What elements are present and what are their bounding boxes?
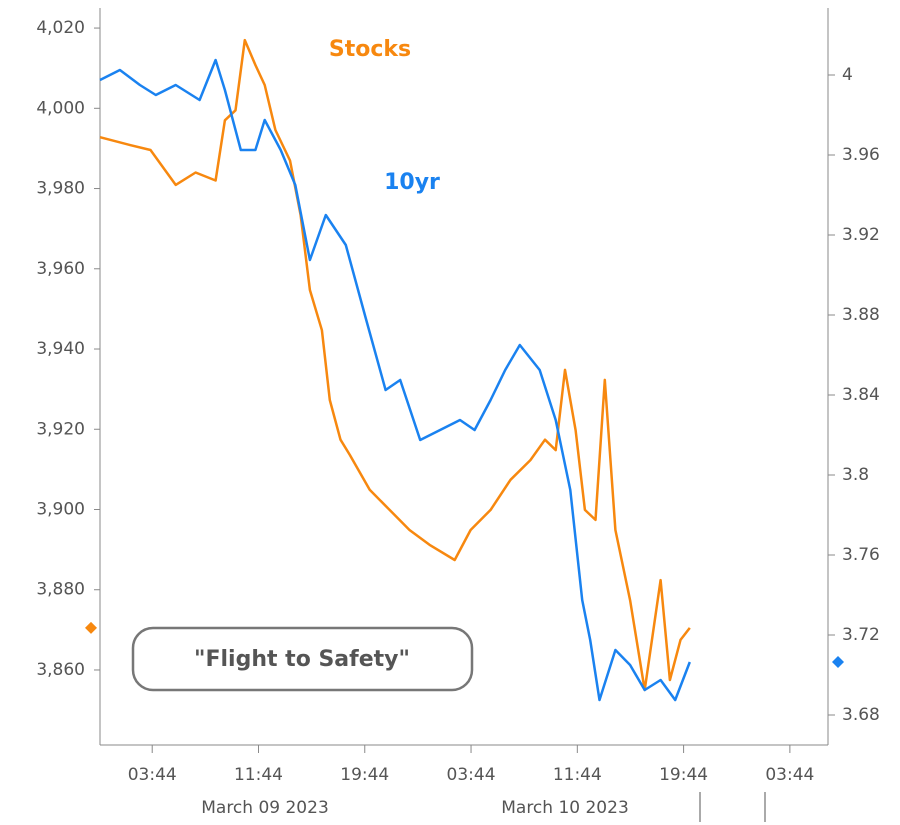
y2-tick-label: 3.92 [842,225,880,245]
y2-tick-label: 3.72 [842,625,880,645]
annotation: "Flight to Safety" [194,647,410,672]
x-tick-label: 03:44 [765,765,814,785]
x-tick-label: 11:44 [553,765,602,785]
y-tick-label: 3,920 [36,419,85,439]
y-tick-label: 4,000 [36,98,85,118]
y2-tick-label: 3.96 [842,145,880,165]
y-tick-label: 3,960 [36,259,85,279]
y-tick-label: 3,860 [36,660,85,680]
y2-tick-label: 3.88 [842,305,880,325]
y-tick-label: 3,980 [36,179,85,199]
y2-tick-label: 3.76 [842,545,880,565]
date-label: March 09 2023 [201,798,329,818]
last-value-marker [85,621,97,634]
x-tick-label: 03:44 [447,765,496,785]
annotation: 10yr [384,170,440,195]
y-tick-label: 3,880 [36,580,85,600]
x-tick-label: 03:44 [128,765,177,785]
y2-tick-label: 4 [842,65,853,85]
date-label: March 10 2023 [501,798,629,818]
x-tick-label: 19:44 [340,765,389,785]
x-tick-label: 11:44 [234,765,283,785]
y2-tick-label: 3.8 [842,465,869,485]
series-line [99,38,691,692]
y-tick-label: 3,940 [36,339,85,359]
y2-tick-label: 3.84 [842,385,880,405]
series-line [99,58,691,702]
annotation-box [131,626,474,692]
plot [99,38,691,702]
y-tick-label: 4,020 [36,18,85,38]
annotation: Stocks [329,37,411,62]
last-value-marker [832,656,844,668]
y-tick-label: 3,900 [36,499,85,519]
x-tick-label: 19:44 [659,765,708,785]
y2-tick-label: 3.68 [842,705,880,725]
